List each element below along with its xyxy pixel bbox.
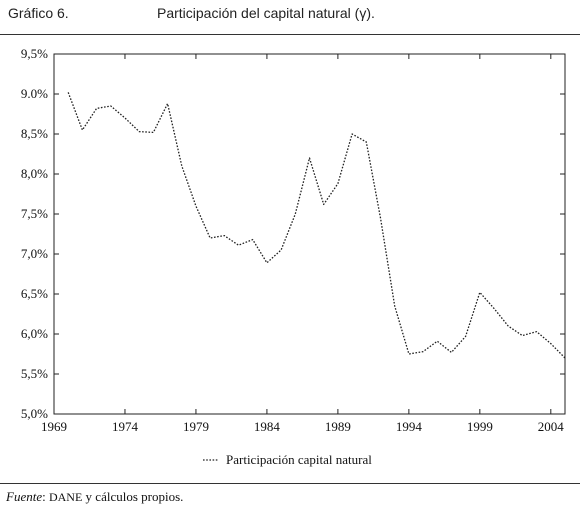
line-chart: 5,0% 5,5% 6,0% 6,5% 7,0% 7,5% 8,0% 8,5% 9.0% 9,5%…	[21, 46, 566, 467]
footer-rule	[0, 483, 580, 484]
source-rest: y cálculos propios.	[82, 489, 184, 504]
source-colon: :	[42, 489, 46, 504]
x-tick-label: 1999	[467, 419, 493, 434]
source-note: Fuente: DANE y cálculos propios.	[6, 489, 183, 505]
y-tick-label: 8,0%	[21, 166, 48, 181]
x-tick-label: 1979	[183, 419, 209, 434]
x-tick-label: 1974	[112, 419, 139, 434]
source-org: DANE	[48, 490, 83, 504]
y-tick-label: 6,0%	[21, 326, 48, 341]
x-tick-label: 1969	[41, 419, 67, 434]
y-tick-label: 5,0%	[21, 406, 48, 421]
y-tick-label: 9.0%	[21, 86, 48, 101]
figure-header: Gráfico 6. Participación del capital nat…	[0, 0, 580, 38]
y-tick-label: 7,0%	[21, 246, 48, 261]
series-line	[67, 92, 566, 359]
y-tick-label: 5,5%	[21, 366, 48, 381]
figure-title: Participación del capital natural (γ).	[157, 5, 375, 21]
x-tick-label: 1989	[325, 419, 351, 434]
figure-label: Gráfico 6.	[8, 5, 69, 21]
legend-label: Participación capital natural	[226, 452, 372, 467]
x-tick-label: 1994	[396, 419, 423, 434]
x-tick-label: 2004	[538, 419, 565, 434]
y-tick-label: 6,5%	[21, 286, 48, 301]
x-tick-label: 1984	[254, 419, 281, 434]
plot-frame	[53, 53, 566, 415]
y-tick-label: 8,5%	[21, 126, 48, 141]
source-prefix: Fuente	[6, 489, 43, 504]
y-tick-label: 7,5%	[21, 206, 48, 221]
y-tick-label: 9,5%	[21, 46, 48, 61]
header-rule	[0, 34, 580, 35]
